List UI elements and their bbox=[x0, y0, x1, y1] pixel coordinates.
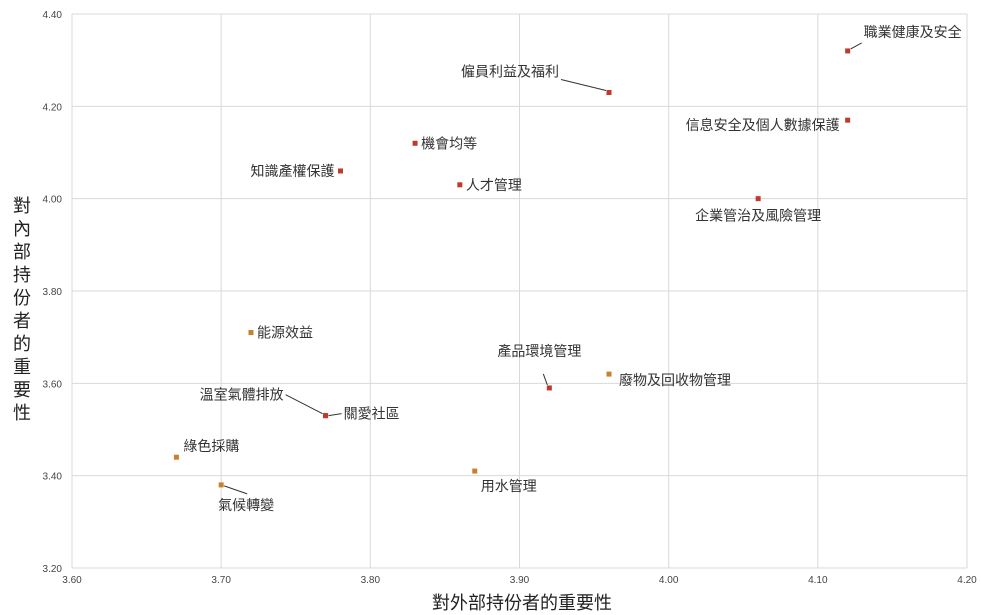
point-label: 氣候轉變 bbox=[218, 498, 274, 514]
y-axis-title: 對內部持份者的重要性 bbox=[13, 196, 31, 424]
point-label: 信息安全及個人數據保護 bbox=[686, 117, 840, 134]
y-tick-label: 3.40 bbox=[43, 472, 63, 483]
leader-line bbox=[560, 78, 607, 91]
x-axis-ticks: 3.60 3.70 3.80 3.90 4.00 4.10 4.20 bbox=[62, 575, 977, 586]
data-point bbox=[412, 140, 418, 146]
leader-line bbox=[542, 373, 548, 386]
data-point bbox=[546, 385, 552, 391]
data-point bbox=[606, 89, 612, 95]
point-label: 用水管理 bbox=[481, 479, 537, 495]
x-axis-title: 對外部持份者的重要性 bbox=[432, 593, 612, 614]
data-point bbox=[338, 168, 343, 174]
data-point bbox=[472, 468, 478, 474]
point-label: 關愛社區 bbox=[344, 407, 400, 423]
y-tick-label: 4.00 bbox=[43, 195, 63, 206]
leader-lines bbox=[224, 42, 862, 495]
point-label: 知識產權保護 bbox=[251, 163, 335, 180]
y-axis-ticks: 3.20 3.40 3.60 3.80 4.00 4.20 4.40 bbox=[43, 10, 63, 575]
x-tick-label: 4.00 bbox=[659, 575, 679, 586]
point-labels: 職業健康及安全僱員利益及福利信息安全及個人數據保護機會均等知識產權保護人才管理企… bbox=[183, 24, 961, 514]
leader-line bbox=[850, 42, 862, 50]
x-tick-label: 4.10 bbox=[808, 575, 828, 586]
x-tick-label: 3.90 bbox=[510, 575, 530, 586]
leader-line bbox=[224, 485, 248, 495]
point-label: 人才管理 bbox=[466, 178, 522, 194]
point-label: 企業管治及風險管理 bbox=[695, 208, 821, 225]
point-label: 職業健康及安全 bbox=[864, 24, 962, 41]
data-point bbox=[323, 413, 329, 419]
point-label: 能源效益 bbox=[257, 326, 313, 342]
point-label: 廢物及回收物管理 bbox=[619, 372, 731, 389]
y-tick-label: 3.20 bbox=[43, 564, 63, 575]
point-label: 僱員利益及福利 bbox=[461, 64, 559, 80]
data-point bbox=[218, 482, 224, 488]
leader-line bbox=[328, 413, 342, 417]
x-tick-label: 4.20 bbox=[957, 575, 977, 586]
data-point bbox=[173, 454, 179, 460]
gridlines bbox=[71, 13, 968, 569]
x-tick-label: 3.60 bbox=[62, 575, 82, 586]
data-point bbox=[845, 48, 851, 54]
data-point bbox=[248, 330, 254, 336]
point-label: 產品環境管理 bbox=[497, 343, 581, 360]
x-tick-label: 3.80 bbox=[361, 575, 381, 586]
y-tick-label: 4.40 bbox=[43, 10, 63, 21]
y-tick-label: 3.60 bbox=[43, 379, 63, 390]
data-point bbox=[606, 371, 612, 377]
data-point bbox=[755, 196, 761, 202]
y-tick-label: 4.20 bbox=[43, 102, 63, 113]
x-tick-label: 3.70 bbox=[211, 575, 231, 586]
data-point bbox=[845, 117, 851, 123]
leader-line bbox=[285, 394, 323, 415]
point-label: 溫室氣體排放 bbox=[200, 387, 284, 404]
point-label: 綠色採購 bbox=[183, 438, 239, 455]
y-tick-label: 3.80 bbox=[43, 287, 63, 298]
point-label: 機會均等 bbox=[421, 135, 477, 152]
data-points bbox=[173, 48, 851, 488]
data-point bbox=[457, 182, 463, 188]
